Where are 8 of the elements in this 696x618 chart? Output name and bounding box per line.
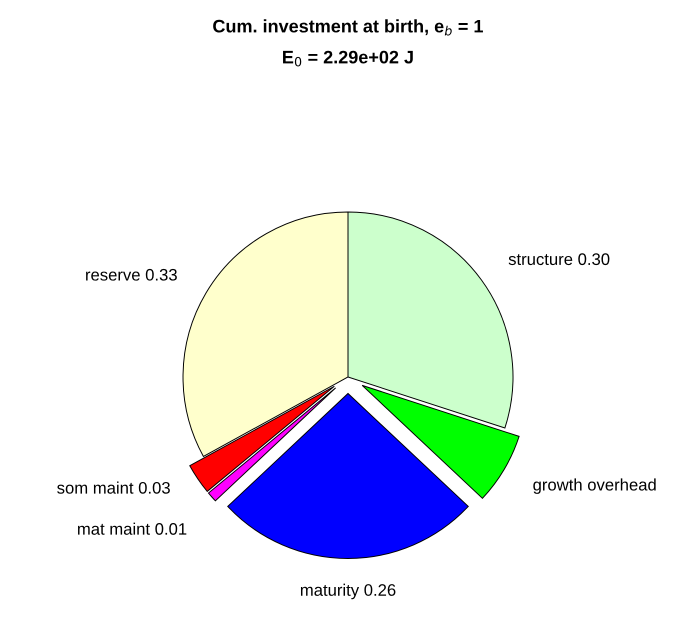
slice-label: structure 0.30 [508,253,610,266]
slice-label: growth overhead [533,478,656,494]
slice-label: reserve 0.33 [86,268,177,281]
slice-label: mat maint 0.01 [78,522,186,535]
chart-title: Cum. investment at birth, e$_{b}$ = 1 [213,19,483,36]
slice-label: maturity 0.26 [300,584,396,600]
slice-label: som maint 0.03 [57,482,170,494]
chart-subtitle: E$_{0}$ = 2.29e+02 J [283,50,413,66]
